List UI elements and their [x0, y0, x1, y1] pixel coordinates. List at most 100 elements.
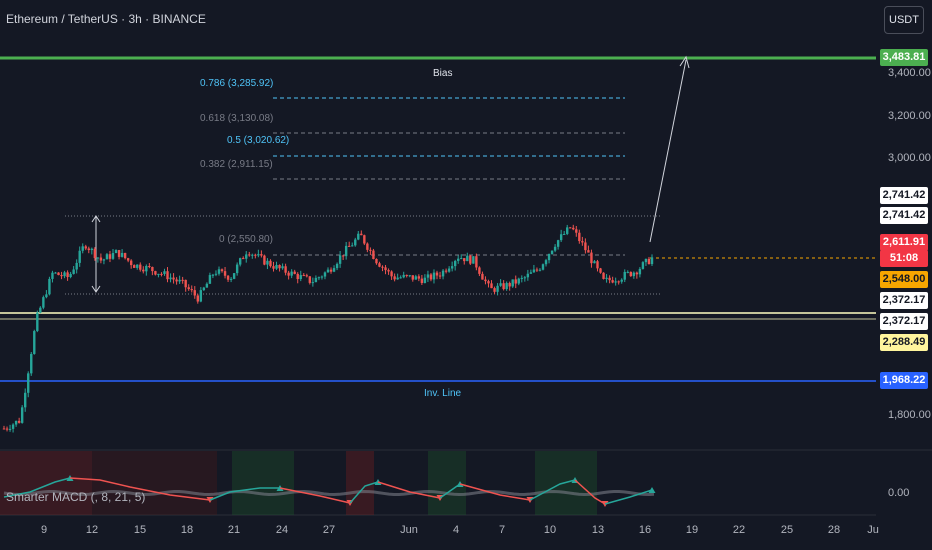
candle-body	[581, 241, 584, 243]
candle-body	[57, 272, 60, 276]
candle-body	[145, 265, 148, 272]
candle-body	[566, 227, 569, 234]
candle-body	[556, 240, 560, 247]
candle-body	[93, 248, 97, 259]
date-tick: 10	[543, 524, 557, 536]
candle-body	[541, 264, 545, 270]
currency-button[interactable]: USDT	[884, 6, 924, 34]
candle-body	[569, 227, 572, 229]
candle-body	[420, 278, 424, 284]
candle-body	[66, 272, 69, 278]
candle-body	[335, 263, 339, 269]
candle-body	[75, 262, 78, 270]
candle-body	[463, 258, 466, 262]
candle-body	[87, 248, 90, 251]
projection-arrow[interactable]	[649, 59, 687, 243]
candle-body	[275, 264, 278, 269]
candle-body	[54, 272, 57, 274]
candle-body	[351, 245, 354, 247]
candle-body	[48, 278, 51, 295]
candle-body	[387, 270, 390, 272]
price-tick: 3,400.00	[888, 67, 931, 79]
date-tick: 12	[85, 524, 99, 536]
candle-body	[341, 255, 345, 257]
candle-body	[511, 279, 514, 287]
price-label-inv: 1,968.22	[880, 372, 928, 389]
candle-body	[232, 273, 236, 279]
candle-body	[117, 250, 121, 257]
candle-body	[2, 428, 6, 430]
candle-body	[408, 275, 411, 277]
candle-body	[393, 276, 396, 280]
candle-body	[242, 258, 245, 260]
price-label-countdown: 51:08	[880, 250, 928, 267]
candle-body	[626, 271, 629, 273]
candle-body	[293, 271, 296, 274]
candle-body	[372, 250, 375, 260]
candle-body	[263, 255, 266, 265]
candle-body	[381, 266, 384, 268]
candle-body	[20, 407, 24, 423]
candle-body	[414, 276, 418, 280]
candle-body	[338, 255, 342, 264]
candle-body	[441, 270, 445, 277]
candle-body	[369, 249, 372, 251]
candle-body	[641, 262, 645, 269]
macd-bull-zone	[232, 451, 294, 515]
candle-body	[33, 331, 36, 354]
candle-body	[278, 264, 281, 269]
candle-body	[317, 277, 321, 279]
candle-body	[99, 257, 103, 261]
candle-body	[508, 283, 511, 287]
price-tick: 1,800.00	[888, 409, 931, 421]
candle-body	[650, 257, 654, 265]
price-label-range-low: 2,372.17	[880, 292, 928, 309]
indicator-title[interactable]: Smarter MACD (, 8, 21, 5)	[6, 490, 146, 504]
candle-body	[72, 269, 75, 274]
candle-body	[120, 252, 124, 257]
candle-body	[202, 287, 206, 291]
candle-body	[602, 272, 605, 279]
candle-body	[169, 277, 172, 280]
candle-body	[296, 273, 299, 280]
candle-body	[575, 229, 578, 233]
candle-body	[429, 274, 433, 280]
candle-body	[417, 276, 421, 279]
macd-line-segment	[439, 483, 461, 499]
candle-body	[126, 258, 130, 261]
candle-body	[284, 266, 287, 273]
candle-body	[220, 269, 224, 272]
candle-body	[257, 254, 260, 256]
candle-body	[308, 276, 312, 283]
candle-body	[205, 283, 209, 288]
date-tick: 28	[827, 524, 841, 536]
candle-body	[251, 254, 254, 256]
candle-body	[184, 279, 187, 288]
price-tick: 3,000.00	[888, 152, 931, 164]
date-tick: Ju	[867, 524, 879, 536]
candle-body	[139, 264, 142, 270]
candle-body	[217, 269, 221, 274]
candle-body	[254, 254, 257, 256]
inv-line-label: Inv. Line	[424, 388, 462, 399]
fib-05-label: 0.5 (3,020.62)	[227, 135, 290, 146]
candle-body	[39, 307, 42, 313]
candle-body	[187, 287, 190, 290]
macd-line-segment	[529, 479, 576, 501]
fib-0-label: 0 (2,550.80)	[219, 234, 273, 245]
candle-body	[108, 254, 112, 259]
candle-body	[523, 277, 527, 279]
candle-body	[447, 268, 451, 272]
candle-body	[266, 260, 269, 265]
candle-body	[178, 279, 181, 282]
candle-body	[299, 275, 302, 280]
candle-body	[45, 294, 48, 298]
candle-body	[90, 248, 94, 251]
candle-body	[647, 258, 651, 265]
candle-body	[553, 246, 557, 251]
symbol-title[interactable]: Ethereum / TetherUS · 3h · BINANCE	[6, 12, 206, 26]
candle-body	[614, 281, 617, 283]
candle-body	[190, 289, 193, 291]
candle-body	[466, 255, 469, 262]
